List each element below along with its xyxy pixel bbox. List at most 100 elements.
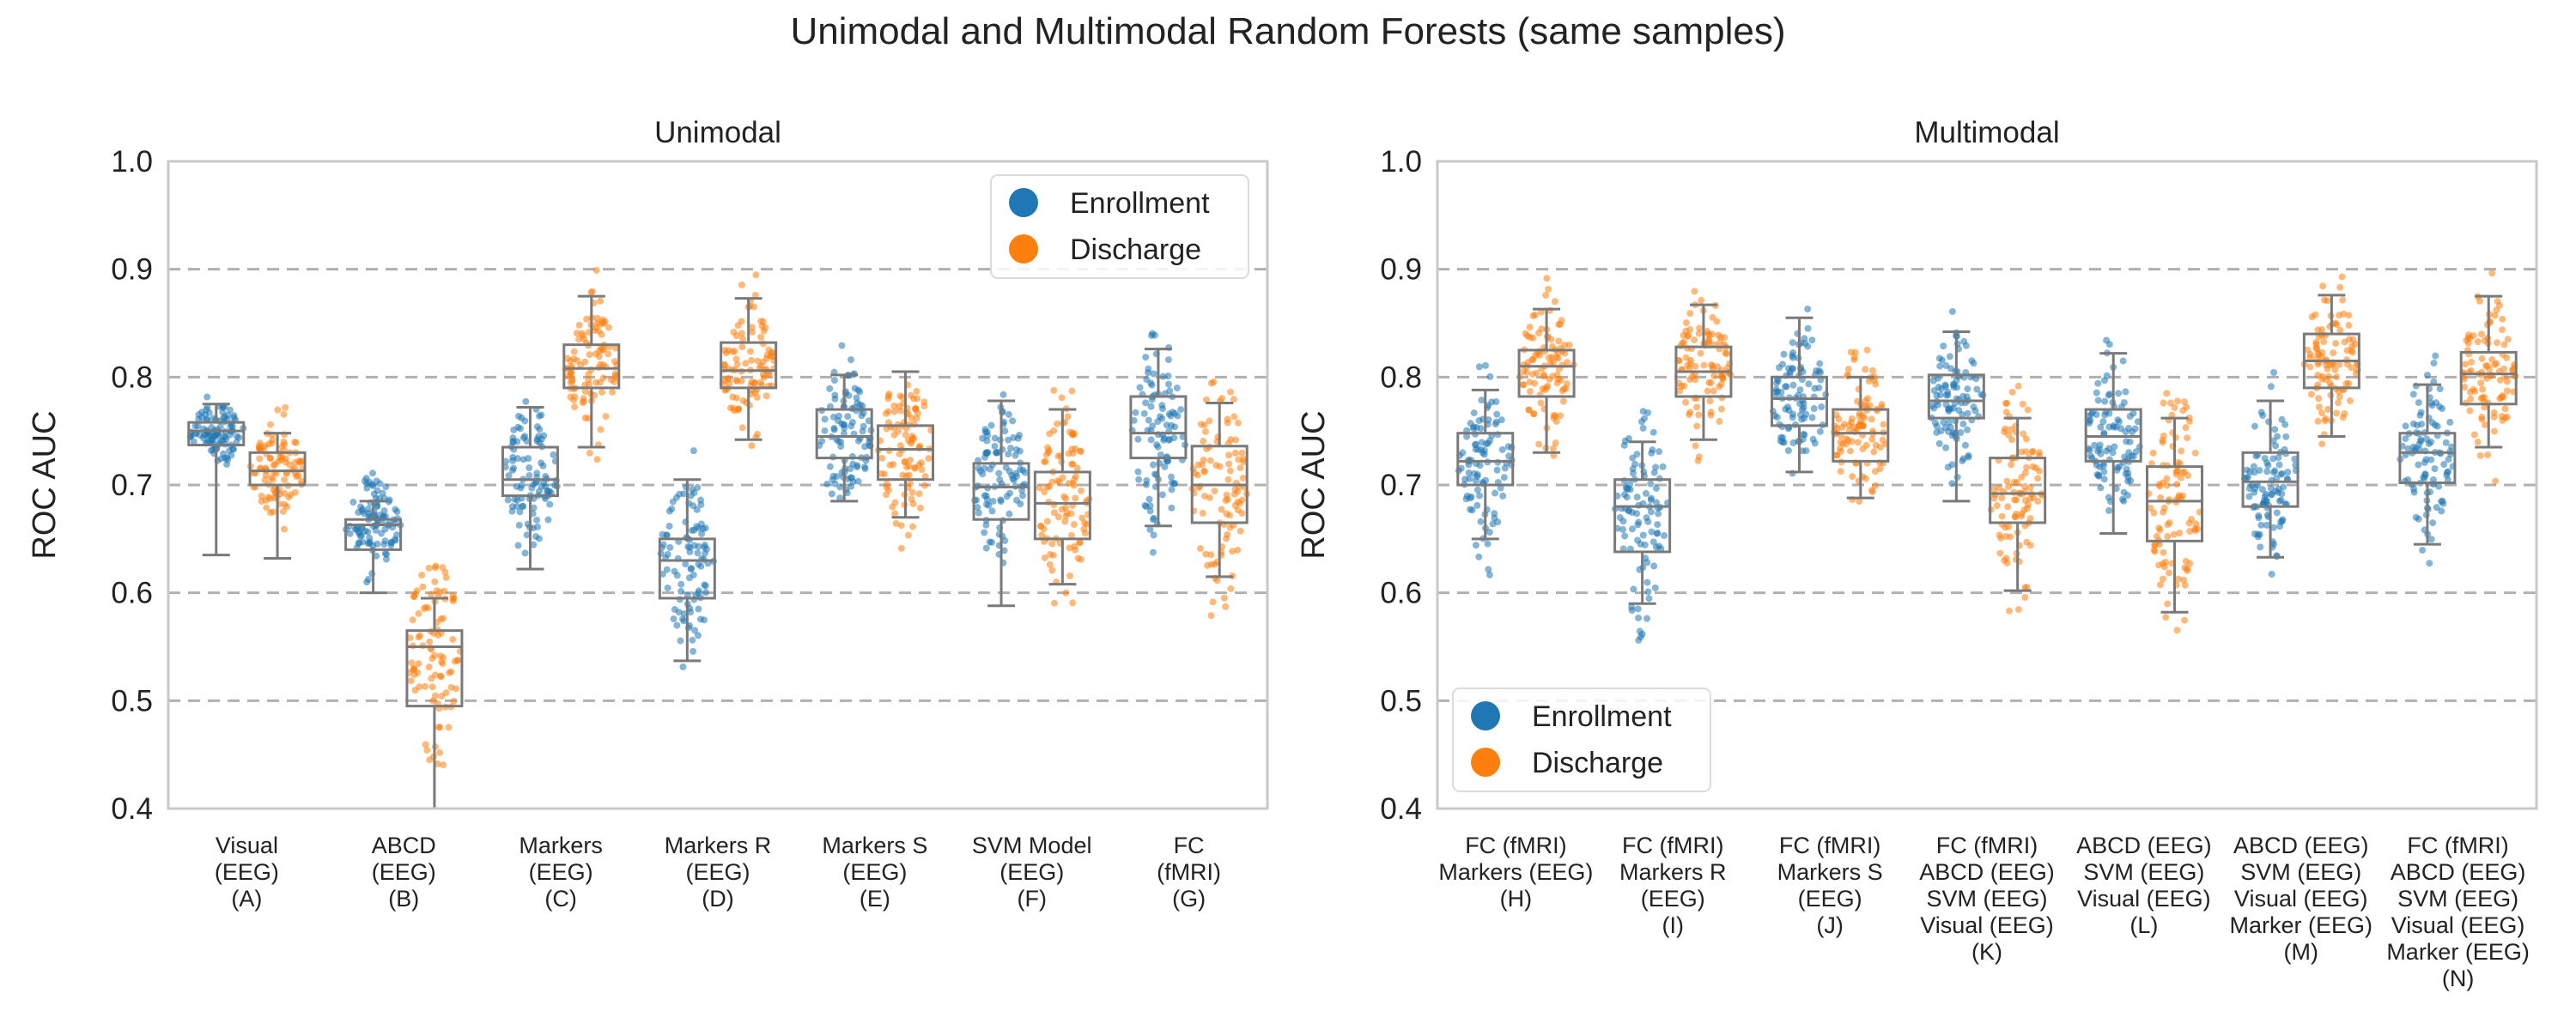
data-point [2263, 521, 2270, 529]
x-tick-line: Marker (EEG) [2386, 939, 2530, 965]
data-point [738, 330, 745, 337]
data-point [2331, 366, 2339, 373]
data-point [739, 335, 747, 342]
data-point [1475, 363, 1483, 371]
data-point [1856, 418, 1864, 426]
x-tick-line: Visual (EEG) [2234, 886, 2368, 912]
data-point [2173, 627, 2181, 634]
data-point [436, 748, 444, 756]
data-point [1941, 383, 1949, 391]
data-point [366, 534, 374, 542]
x-tick-label: FC (fMRI) (G) [1157, 833, 1221, 912]
data-point [1635, 614, 1643, 621]
data-point [1486, 373, 1494, 380]
data-point [266, 421, 274, 428]
data-point [1142, 399, 1150, 407]
data-point [1801, 339, 1809, 347]
data-point [682, 560, 690, 568]
x-tick-line: (G) [1172, 886, 1206, 912]
data-point [1695, 330, 1703, 337]
data-point [1072, 546, 1079, 554]
data-point [374, 502, 381, 510]
data-point [581, 387, 589, 395]
data-point [363, 484, 371, 492]
data-point [838, 342, 846, 349]
data-point [1930, 404, 1938, 412]
x-tick-label: FC (fMRI) Markers R (EEG) (I) [1619, 833, 1727, 938]
data-point [1626, 480, 1634, 488]
data-point [726, 404, 734, 412]
data-point [2014, 382, 2022, 390]
data-point [748, 356, 756, 364]
data-point [2500, 341, 2508, 348]
data-point [1475, 416, 1483, 424]
data-point [2499, 315, 2506, 323]
data-point [2345, 312, 2353, 319]
data-point [1021, 469, 1029, 476]
data-point [1061, 518, 1069, 525]
data-point [1705, 379, 1713, 386]
data-point [983, 449, 991, 457]
data-point [2481, 403, 2488, 411]
data-point [2004, 503, 2012, 511]
data-point [1996, 531, 2003, 539]
data-point [831, 395, 839, 403]
data-point [2263, 459, 2271, 467]
data-point [1470, 470, 1478, 477]
data-point [1647, 508, 1655, 516]
data-point [611, 378, 618, 385]
data-point [1207, 551, 1215, 559]
data-point [1940, 342, 1947, 350]
legend-label: Discharge [1070, 233, 1201, 266]
data-point [1707, 409, 1715, 416]
data-point [665, 522, 673, 530]
data-point [1998, 512, 2006, 520]
data-point [1050, 427, 1058, 434]
data-point [1199, 509, 1206, 517]
data-point [373, 477, 380, 485]
data-point [1690, 336, 1698, 344]
legend-frame [990, 174, 1249, 279]
box [1832, 408, 1890, 463]
data-point [609, 388, 617, 396]
data-point [908, 414, 915, 421]
data-point [1225, 451, 1233, 459]
data-point [2474, 338, 2482, 346]
box [972, 462, 1030, 521]
box [405, 629, 464, 708]
data-point [2257, 521, 2265, 529]
data-point [1081, 519, 1089, 527]
data-point [2427, 536, 2435, 543]
data-point [392, 506, 399, 513]
data-point [1239, 474, 1247, 482]
data-point [697, 562, 705, 570]
data-point [1643, 579, 1651, 586]
data-point [2185, 414, 2193, 421]
data-point [1716, 418, 1723, 426]
y-tick-label: 1.0 [1380, 145, 1422, 179]
data-point [1040, 525, 1048, 533]
data-point [854, 462, 861, 470]
data-point [1692, 442, 1699, 450]
data-point [280, 410, 288, 418]
data-point [2501, 405, 2509, 413]
data-point [2268, 490, 2275, 498]
box [187, 421, 246, 447]
data-point [1134, 468, 1142, 476]
legend-label: Enrollment [1532, 700, 1672, 733]
data-point [196, 431, 204, 439]
data-point [1704, 328, 1711, 336]
data-point [1216, 463, 1224, 470]
data-point [746, 348, 754, 355]
data-point [1196, 545, 1204, 553]
data-point [687, 609, 695, 616]
data-point [2194, 525, 2202, 533]
data-point [902, 431, 909, 439]
data-point [1878, 401, 1886, 409]
y-tick-label: 0.7 [111, 469, 153, 502]
x-tick-line: FC (fMRI) [1936, 833, 2038, 858]
data-point [407, 677, 415, 685]
data-point [2026, 483, 2034, 491]
data-point [1147, 436, 1155, 444]
data-point [729, 393, 737, 401]
